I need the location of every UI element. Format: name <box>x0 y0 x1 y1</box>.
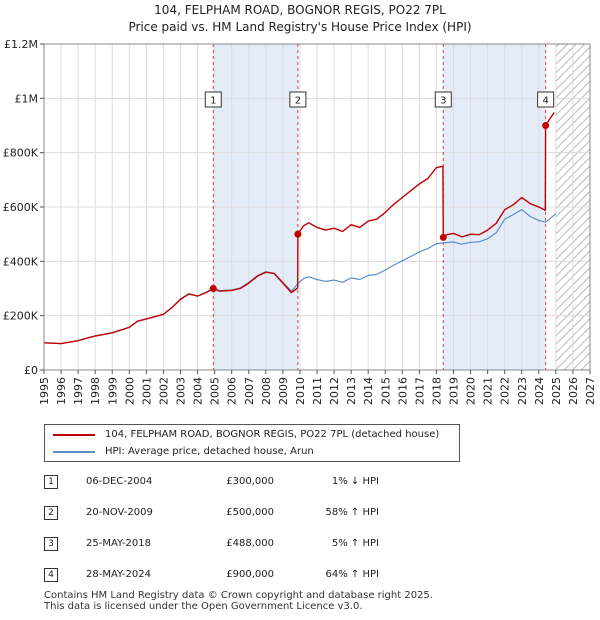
x-tick-label: 1997 <box>72 377 85 405</box>
transaction-number: 4 <box>44 568 58 582</box>
transaction-hpi-diff: 64% ↑ HPI <box>325 569 379 580</box>
x-tick-label: 1996 <box>55 377 68 405</box>
x-tick-label: 2015 <box>379 377 392 405</box>
y-tick-label: £800K <box>3 147 39 160</box>
transaction-date: 28-MAY-2024 <box>86 569 152 580</box>
x-tick-label: 2026 <box>567 377 580 405</box>
x-tick-label: 2003 <box>175 377 188 405</box>
legend-label-hpi: HPI: Average price, detached house, Arun <box>105 446 314 457</box>
footer-license: This data is licensed under the Open Gov… <box>44 601 363 612</box>
x-tick-label: 2016 <box>396 377 409 405</box>
x-tick-label: 1998 <box>89 377 102 405</box>
transaction-price: £488,000 <box>226 538 274 549</box>
legend-label-property: 104, FELPHAM ROAD, BOGNOR REGIS, PO22 7P… <box>105 429 440 440</box>
x-tick-label: 2002 <box>157 377 170 405</box>
transaction-hpi-diff: 5% ↑ HPI <box>331 538 379 549</box>
property-price-line <box>43 112 555 345</box>
transaction-price: £500,000 <box>226 507 274 518</box>
x-tick-label: 1999 <box>106 377 119 405</box>
y-tick-label: £0 <box>24 364 38 377</box>
x-tick-label: 2001 <box>140 377 153 405</box>
sale-marker-label: 1 <box>210 96 216 107</box>
x-tick-label: 2014 <box>362 377 375 405</box>
sale-marker-label: 4 <box>542 96 548 107</box>
y-tick-label: £1M <box>15 92 39 105</box>
sale-point <box>542 122 550 129</box>
x-tick-label: 1995 <box>38 377 51 405</box>
sale-point <box>439 233 447 241</box>
transaction-number: 3 <box>44 537 58 551</box>
legend-swatch-property <box>53 434 95 436</box>
transaction-price: £900,000 <box>226 569 274 580</box>
chart-subtitle: Price paid vs. HM Land Registry's House … <box>128 20 472 34</box>
x-tick-label: 2027 <box>584 377 597 405</box>
transaction-price: £300,000 <box>226 476 274 487</box>
x-tick-label: 2010 <box>294 377 307 405</box>
x-tick-label: 2019 <box>448 377 461 405</box>
sale-marker-box <box>204 91 222 108</box>
transaction-date: 20-NOV-2009 <box>86 507 153 518</box>
transaction-date: 25-MAY-2018 <box>86 538 152 549</box>
footer-copyright: Contains HM Land Registry data © Crown c… <box>44 590 433 601</box>
x-tick-label: 2021 <box>482 377 495 405</box>
x-tick-label: 2006 <box>226 377 239 405</box>
y-tick-label: £400K <box>3 255 39 268</box>
x-tick-label: 2011 <box>311 377 324 405</box>
x-tick-label: 2004 <box>192 377 205 405</box>
transaction-hpi-diff: 1% ↓ HPI <box>331 476 379 487</box>
x-tick-label: 2024 <box>533 377 546 405</box>
x-tick-label: 2022 <box>499 377 512 405</box>
transaction-number: 2 <box>44 506 58 520</box>
transaction-date: 06-DEC-2004 <box>86 476 153 487</box>
x-tick-label: 2008 <box>260 377 273 405</box>
x-tick-label: 2007 <box>243 377 256 405</box>
sale-marker-label: 2 <box>295 96 301 107</box>
x-tick-label: 2013 <box>345 377 358 405</box>
x-tick-label: 2020 <box>465 377 478 405</box>
x-tick-label: 2023 <box>516 377 529 405</box>
transaction-number: 1 <box>44 475 58 489</box>
x-tick-label: 2009 <box>277 377 290 405</box>
x-tick-label: 2005 <box>209 377 222 405</box>
sale-marker-box <box>434 91 452 108</box>
y-tick-label: £600K <box>3 201 39 214</box>
sale-point <box>294 230 302 238</box>
x-tick-label: 2012 <box>328 377 341 405</box>
x-tick-label: 2025 <box>550 377 563 405</box>
chart-title: 104, FELPHAM ROAD, BOGNOR REGIS, PO22 7P… <box>154 3 446 17</box>
price-chart: 1 2 3 4 £0 £200K £400K £600K £800K £1M £1.2M 1995 1… <box>3 38 597 405</box>
x-tick-label: 2017 <box>413 377 426 405</box>
sale-point <box>209 285 217 292</box>
legend-swatch-hpi <box>53 451 95 453</box>
legend: 104, FELPHAM ROAD, BOGNOR REGIS, PO22 7P… <box>44 424 460 462</box>
sale-marker-box <box>537 91 555 108</box>
transaction-hpi-diff: 58% ↑ HPI <box>325 507 379 518</box>
x-tick-label: 2000 <box>123 377 136 405</box>
x-tick-label: 2018 <box>430 377 443 405</box>
sale-marker-label: 3 <box>440 96 446 107</box>
sale-marker-box <box>289 91 307 108</box>
y-tick-label: £200K <box>3 310 39 323</box>
y-tick-label: £1.2M <box>4 38 38 51</box>
